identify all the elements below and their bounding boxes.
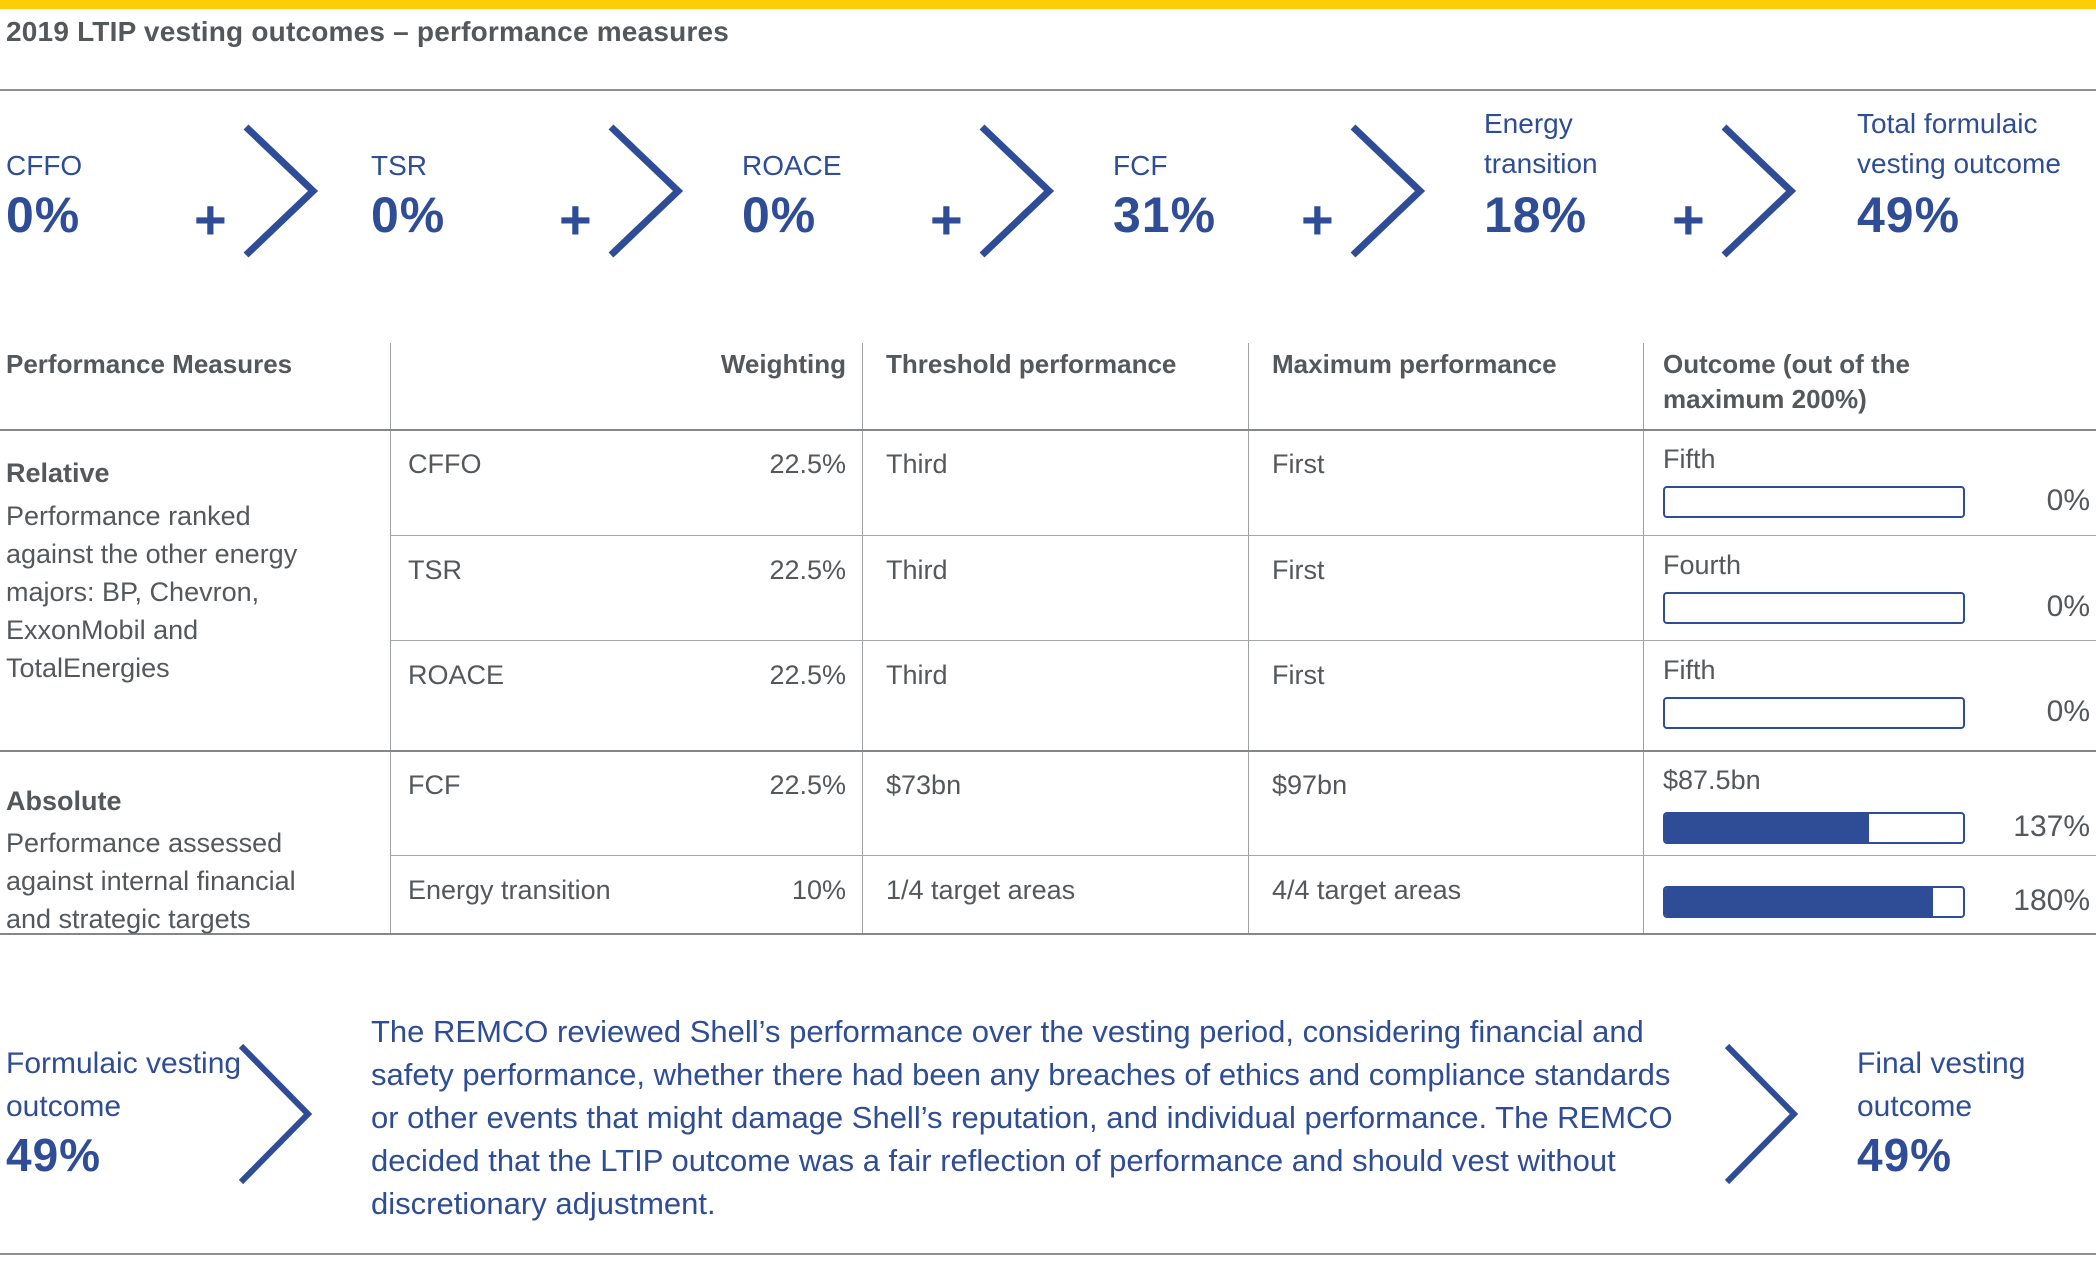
row-measure: FCF xyxy=(408,770,461,800)
row-weighting: 22.5% xyxy=(769,449,846,479)
flow-item-value: 0% xyxy=(742,187,817,243)
row-weighting: 10% xyxy=(791,875,846,905)
outcome-bar-fill xyxy=(1665,814,1870,842)
row-weighting: 22.5% xyxy=(769,555,846,585)
column-header-performance-measures: Performance Measures xyxy=(6,349,293,379)
plus-icon: + xyxy=(930,188,963,251)
plus-icon: + xyxy=(1301,188,1334,251)
table-column-divider xyxy=(1643,343,1644,933)
chevron-right-icon xyxy=(1350,124,1425,258)
bottom-divider xyxy=(0,1253,2096,1255)
row-threshold: Third xyxy=(886,555,948,585)
outcome-bar xyxy=(1663,592,1965,624)
final-outcome-label: Final vesting outcome xyxy=(1857,1047,2026,1123)
row-outcome-value: 0% xyxy=(2046,484,2090,517)
outcome-bar xyxy=(1663,886,1965,918)
column-header-weighting: Weighting xyxy=(720,349,846,379)
row-threshold: $73bn xyxy=(886,770,962,800)
row-outcome-label: Fifth xyxy=(1663,655,1716,685)
flow-item-label: CFFO xyxy=(6,150,83,181)
group-name-absolute: Absolute xyxy=(6,786,122,816)
row-outcome-label: $87.5bn xyxy=(1663,765,1761,795)
row-outcome-value: 180% xyxy=(2013,884,2090,917)
row-outcome-value: 137% xyxy=(2013,810,2090,843)
row-outcome-label: Fourth xyxy=(1663,550,1742,580)
group-description-absolute: Performance assessed against internal fi… xyxy=(6,828,296,934)
row-threshold: 1/4 target areas xyxy=(886,875,1076,905)
page-title: 2019 LTIP vesting outcomes – performance… xyxy=(6,16,730,47)
flow-item-value: 18% xyxy=(1484,187,1588,243)
plus-icon: + xyxy=(194,188,227,251)
table-row-divider xyxy=(390,640,2096,641)
column-header-outcome: Outcome (out of the maximum 200%) xyxy=(1663,349,1910,414)
group-description-relative: Performance ranked against the other ene… xyxy=(6,501,298,683)
row-maximum: First xyxy=(1272,449,1325,479)
table-column-divider xyxy=(1248,343,1249,933)
group-name-relative: Relative xyxy=(6,458,110,488)
table-bottom-divider xyxy=(0,933,2096,935)
row-maximum: First xyxy=(1272,660,1325,690)
chevron-right-icon xyxy=(243,124,318,258)
flow-item-label: Energy transition xyxy=(1484,108,1598,179)
chevron-right-icon xyxy=(979,124,1054,258)
formulaic-outcome-label: Formulaic vesting outcome xyxy=(6,1047,242,1123)
chevron-right-icon xyxy=(1721,124,1796,258)
row-weighting: 22.5% xyxy=(769,770,846,800)
accent-top-bar xyxy=(0,0,2096,9)
table-row-divider xyxy=(390,535,2096,536)
plus-icon: + xyxy=(1672,188,1705,251)
remco-commentary: The REMCO reviewed Shell’s performance o… xyxy=(371,1014,1673,1221)
row-threshold: Third xyxy=(886,449,948,479)
flow-item-label: FCF xyxy=(1113,150,1168,181)
row-weighting: 22.5% xyxy=(769,660,846,690)
flow-item-value: 31% xyxy=(1113,187,1217,243)
row-outcome-value: 0% xyxy=(2046,695,2090,728)
table-column-divider xyxy=(862,343,863,933)
column-header-maximum: Maximum performance xyxy=(1272,349,1557,379)
row-maximum: 4/4 target areas xyxy=(1272,875,1462,905)
row-maximum: First xyxy=(1272,555,1325,585)
row-measure: TSR xyxy=(408,555,462,585)
table-column-divider xyxy=(390,343,391,933)
chevron-right-icon xyxy=(608,124,683,258)
row-threshold: Third xyxy=(886,660,948,690)
row-measure: ROACE xyxy=(408,660,505,690)
flow-item-value: 49% xyxy=(1857,187,1961,243)
plus-icon: + xyxy=(559,188,592,251)
table-section-divider xyxy=(0,750,2096,752)
table-header-divider xyxy=(0,429,2096,431)
row-outcome-value: 0% xyxy=(2046,590,2090,623)
final-outcome-value: 49% xyxy=(1857,1129,1953,1181)
outcome-bar xyxy=(1663,812,1965,844)
row-maximum: $97bn xyxy=(1272,770,1348,800)
flow-item-label: Total formulaic vesting outcome xyxy=(1857,108,2061,179)
title-divider xyxy=(0,89,2096,91)
column-header-threshold: Threshold performance xyxy=(886,349,1177,379)
flow-item-label: ROACE xyxy=(742,150,842,181)
flow-item-label: TSR xyxy=(371,150,427,181)
row-outcome-label: Fifth xyxy=(1663,444,1716,474)
table-row-divider xyxy=(390,855,2096,856)
outcome-bar xyxy=(1663,697,1965,729)
outcome-bar-fill xyxy=(1665,888,1934,916)
flow-item-value: 0% xyxy=(371,187,446,243)
chevron-right-icon xyxy=(238,1043,313,1185)
chevron-right-icon xyxy=(1724,1043,1799,1185)
flow-item-value: 0% xyxy=(6,187,81,243)
row-measure: CFFO xyxy=(408,449,482,479)
outcome-bar xyxy=(1663,486,1965,518)
formulaic-outcome-value: 49% xyxy=(6,1129,102,1181)
row-measure: Energy transition xyxy=(408,875,611,905)
